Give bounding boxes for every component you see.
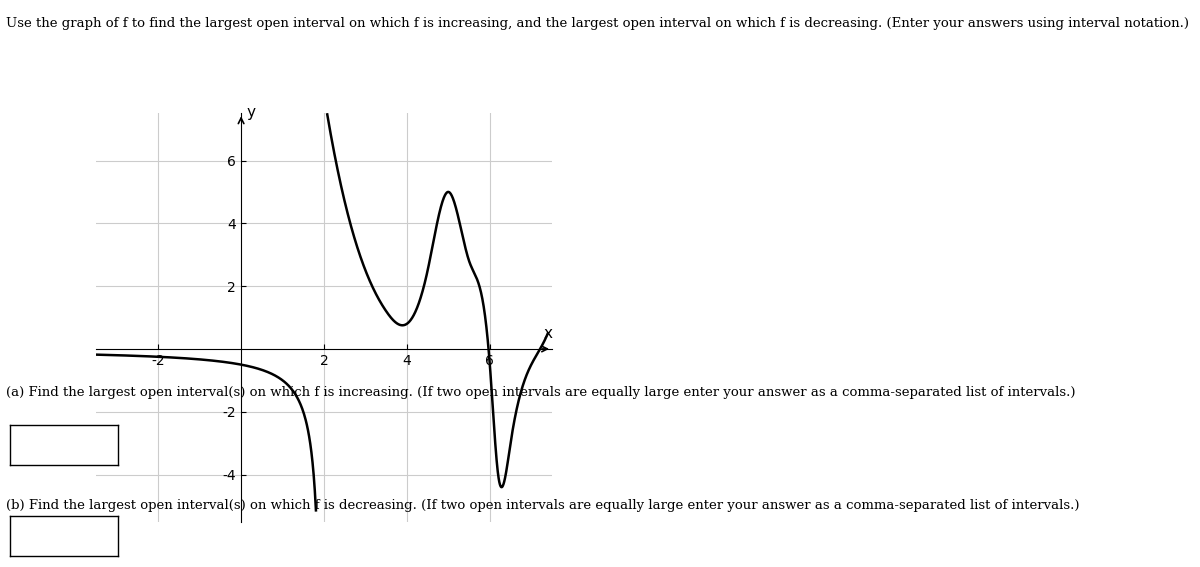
Text: y: y bbox=[247, 104, 256, 120]
Text: (b) Find the largest open interval(s) on which f is decreasing. (If two open int: (b) Find the largest open interval(s) on… bbox=[6, 499, 1080, 512]
Text: Use the graph of f to find the largest open interval on which f is increasing, a: Use the graph of f to find the largest o… bbox=[6, 17, 1189, 30]
Text: (a) Find the largest open interval(s) on which f is increasing. (If two open int: (a) Find the largest open interval(s) on… bbox=[6, 386, 1075, 399]
Text: x: x bbox=[544, 326, 552, 341]
